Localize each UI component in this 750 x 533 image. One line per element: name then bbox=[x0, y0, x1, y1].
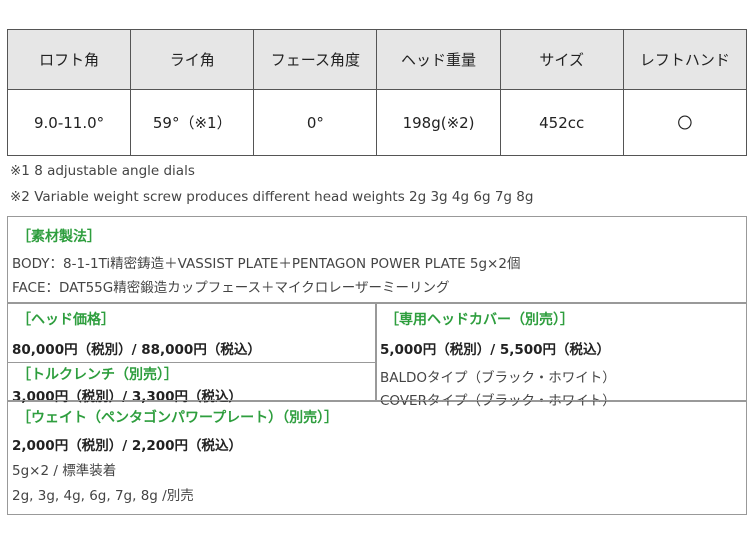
header-face-angle: フェース角度 bbox=[253, 29, 378, 90]
material-face: FACE：DAT55G精密鍛造カップフェース＋マイクロレーザーミーリング bbox=[12, 280, 450, 296]
weight-standard: 5g×2 / 標準装着 bbox=[12, 463, 117, 479]
header-loft: ロフト角 bbox=[6, 29, 132, 90]
spec-table: ロフト角 ライ角 フェース角度 ヘッド重量 サイズ レフトハンド 9.0-11.… bbox=[6, 29, 748, 156]
value-loft: 9.0-11.0° bbox=[6, 89, 132, 156]
material-section: ［素材製法］ BODY：8-1-1Ti精密鋳造＋VASSIST PLATE＋PE… bbox=[7, 216, 747, 304]
head-cover-type-cover: COVERタイプ（ブラック・ホワイト） bbox=[380, 393, 616, 409]
head-price-section: ［ヘッド価格］ 80,000円（税別）/ 88,000円（税込） bbox=[7, 302, 377, 363]
header-head-weight: ヘッド重量 bbox=[376, 29, 501, 90]
weight-section: ［ウェイト（ペンタゴンパワープレート）（別売）］ 2,000円（税別）/ 2,2… bbox=[7, 400, 747, 515]
torque-wrench-title: ［トルクレンチ（別売）］ bbox=[17, 367, 178, 383]
head-price-title: ［ヘッド価格］ bbox=[17, 312, 115, 328]
note-2: ※2 Variable weight screw produces differ… bbox=[10, 189, 534, 205]
note-1: ※1 8 adjustable angle dials bbox=[10, 163, 195, 179]
torque-wrench-section: ［トルクレンチ（別売）］ 3,000円（税別）/ 3,300円（税込） bbox=[7, 362, 377, 405]
spec-value-row: 9.0-11.0° 59°（※1） 0° 198g(※2) 452cc 〇 bbox=[6, 89, 748, 156]
header-size: サイズ bbox=[499, 29, 624, 90]
value-face-angle: 0° bbox=[253, 89, 378, 156]
head-price-value: 80,000円（税別）/ 88,000円（税込） bbox=[12, 342, 261, 358]
head-cover-type-baldo: BALDOタイプ（ブラック・ホワイト） bbox=[380, 370, 616, 386]
value-size: 452cc bbox=[499, 89, 624, 156]
weight-title: ［ウェイト（ペンタゴンパワープレート）（別売）］ bbox=[17, 410, 339, 426]
weight-options: 2g, 3g, 4g, 6g, 7g, 8g /別売 bbox=[12, 488, 194, 504]
material-title: ［素材製法］ bbox=[17, 229, 101, 245]
value-head-weight: 198g(※2) bbox=[376, 89, 501, 156]
header-left-hand: レフトハンド bbox=[622, 29, 748, 90]
head-cover-section: ［専用ヘッドカバー（別売）］ 5,000円（税別）/ 5,500円（税込） BA… bbox=[375, 302, 747, 409]
value-left-hand: 〇 bbox=[622, 89, 748, 156]
value-lie: 59°（※1） bbox=[130, 89, 255, 156]
head-cover-title: ［専用ヘッドカバー（別売）］ bbox=[385, 312, 574, 328]
head-cover-price: 5,000円（税別）/ 5,500円（税込） bbox=[380, 342, 611, 358]
weight-price: 2,000円（税別）/ 2,200円（税込） bbox=[12, 438, 243, 454]
header-lie: ライ角 bbox=[130, 29, 255, 90]
torque-wrench-price: 3,000円（税別）/ 3,300円（税込） bbox=[12, 389, 243, 405]
spec-header-row: ロフト角 ライ角 フェース角度 ヘッド重量 サイズ レフトハンド bbox=[6, 29, 748, 90]
material-body: BODY：8-1-1Ti精密鋳造＋VASSIST PLATE＋PENTAGON … bbox=[12, 256, 521, 272]
